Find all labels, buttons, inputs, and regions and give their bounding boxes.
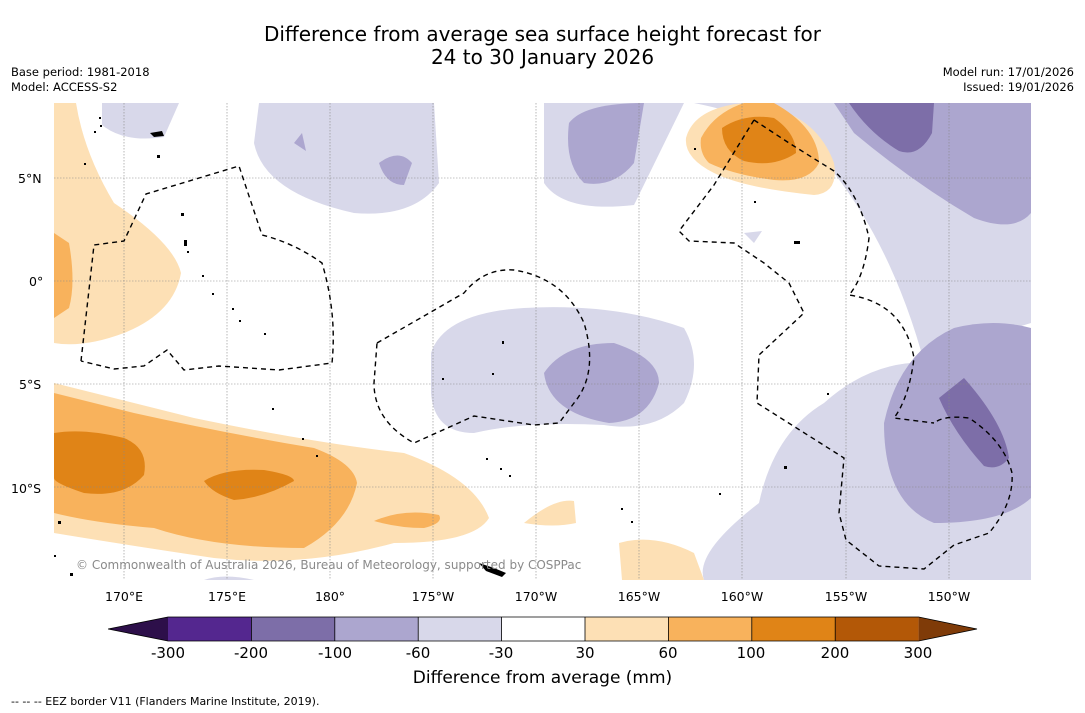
islands [54,117,829,577]
colorbar-cell-3 [334,617,419,641]
colorbar-cell-9 [835,617,919,641]
lon-label-165w: 165°W [617,589,661,604]
colorbar-title: Difference from average (mm) [412,668,673,688]
copyright-notice: © Commonwealth of Australia 2026, Bureau… [76,558,582,572]
colorbar-label-neg30: -30 [488,644,514,662]
lat-label-0: 0° [29,274,44,289]
colorbar-label-neg100: -100 [317,644,353,662]
colorbar [108,616,978,642]
negative-anomaly-medium [294,103,1031,523]
title-line-1: Difference from average sea surface heig… [263,22,822,46]
negative-anomaly-strong [849,103,1009,468]
eez-legend: -- -- -- EEZ border V11 (Flanders Marine… [11,695,320,708]
lon-label-160w: 160°W [720,589,764,604]
lon-label-155w: 155°W [824,589,868,604]
meta-left: Base period: 1981-2018 Model: ACCESS-S2 [11,65,150,95]
colorbar-cell-7 [668,617,752,641]
colorbar-cell-max [918,617,977,641]
colorbar-label-60: 60 [658,644,678,662]
colorbar-cell-4 [418,617,502,641]
model-run: Model run: 17/01/2026 [942,65,1074,79]
colorbar-cell-1 [168,617,252,641]
lon-label-170w: 170°W [514,589,558,604]
colorbar-label-neg60: -60 [405,644,431,662]
lat-label-10s: 10°S [11,481,42,496]
lat-label-5n: 5°N [18,171,42,186]
eez-borders [80,119,1013,570]
lon-label-175e: 175°E [207,589,247,604]
colorbar-cell-2 [251,617,335,641]
sea-surface-height-map [54,103,1031,580]
colorbar-cell-min [108,617,168,641]
lon-label-175w: 175°W [411,589,455,604]
title-line-2: 24 to 30 January 2026 [430,45,655,69]
lat-label-5s: 5°S [19,377,42,392]
meta-right: Model run: 17/01/2026 Issued: 19/01/2026 [943,65,1074,95]
colorbar-label-neg200: -200 [233,644,269,662]
colorbar-label-30: 30 [575,644,595,662]
colorbar-label-300: 300 [903,644,933,662]
lon-label-180: 180° [314,589,346,604]
graticule [54,103,1031,580]
model-name: Model: ACCESS-S2 [11,80,118,94]
colorbar-label-100: 100 [736,644,766,662]
base-period: Base period: 1981-2018 [11,65,150,79]
colorbar-label-neg300: -300 [150,644,186,662]
lon-label-170e: 170°E [104,589,144,604]
colorbar-cell-6 [585,617,669,641]
positive-anomaly-strong [54,116,796,500]
colorbar-cell-8 [751,617,836,641]
lon-label-150w: 150°W [927,589,971,604]
colorbar-label-200: 200 [820,644,850,662]
issued-date: Issued: 19/01/2026 [963,80,1074,94]
map-canvas [54,103,1031,580]
colorbar-cell-5 [501,617,585,641]
